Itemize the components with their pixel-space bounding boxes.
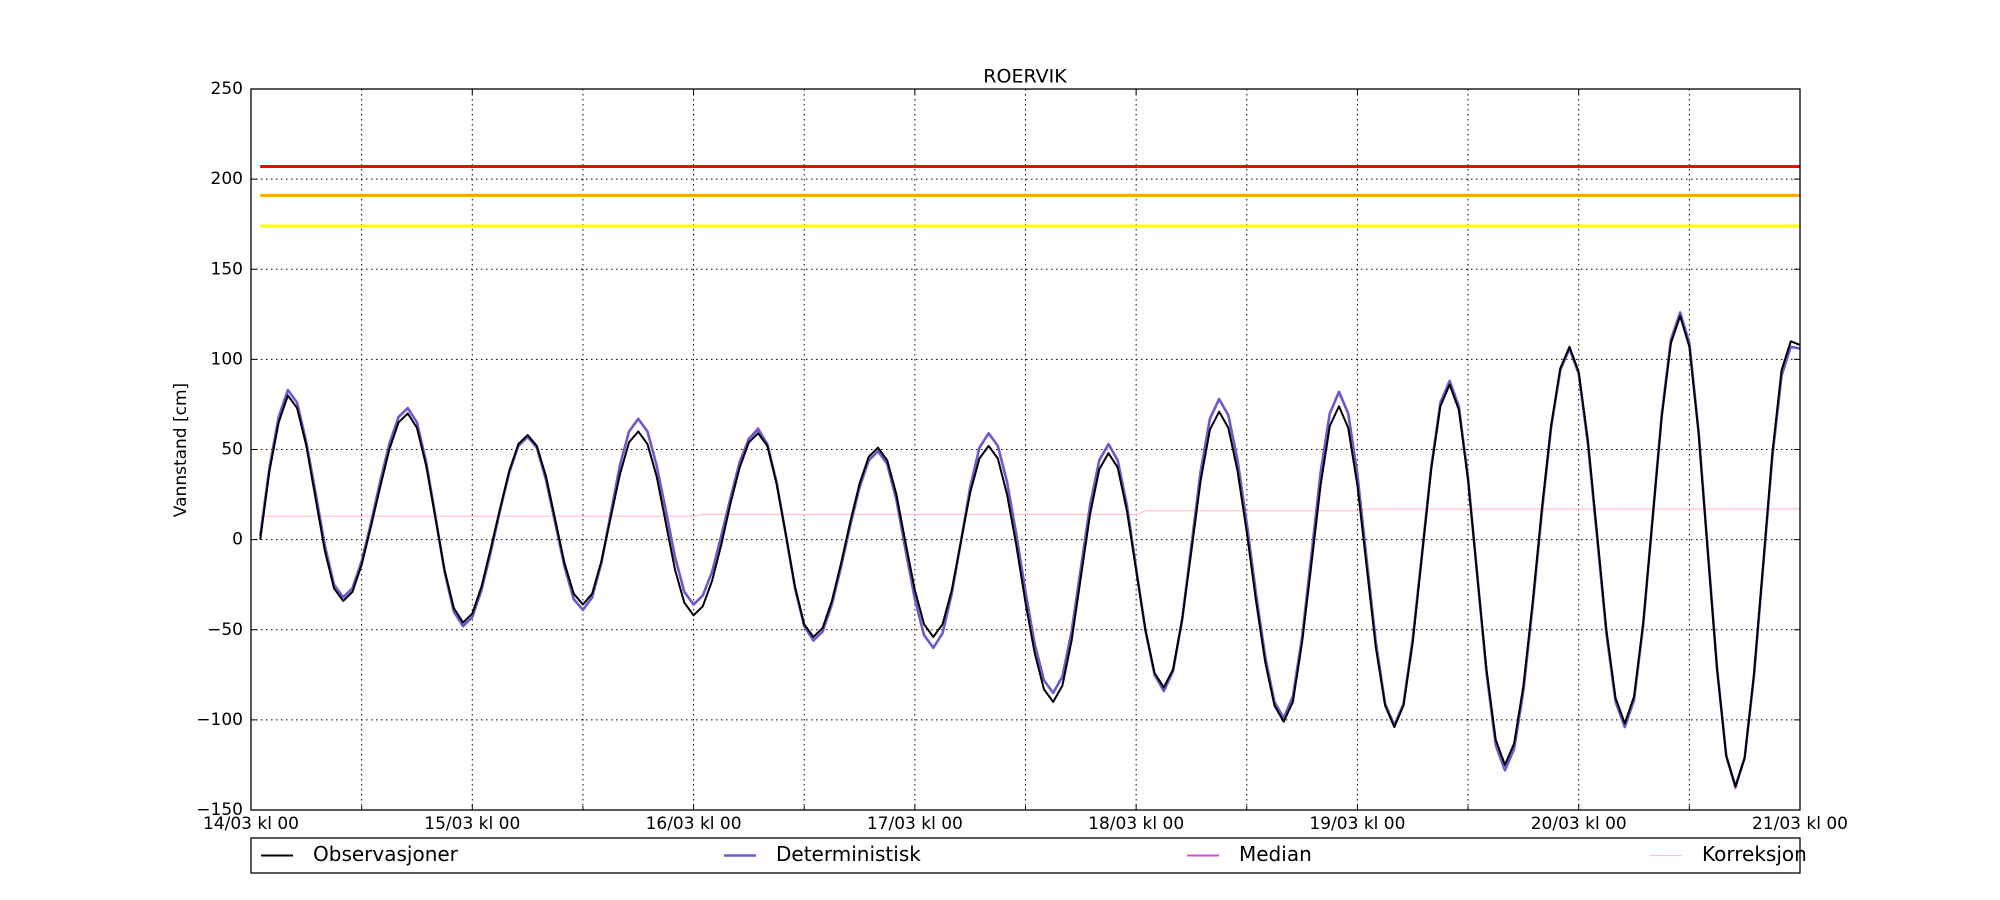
x-tick-label: 14/03 kl 00 — [203, 814, 299, 834]
x-tick-label: 21/03 kl 00 — [1752, 814, 1848, 834]
chart-title: ROERVIK — [983, 66, 1067, 88]
y-axis-label: Vannstand [cm] — [171, 383, 191, 517]
x-tick-label: 17/03 kl 00 — [867, 814, 963, 834]
legend-label: Median — [1239, 842, 1312, 866]
y-tick-label: 150 — [211, 259, 243, 279]
y-tick-label: −150 — [196, 800, 243, 820]
y-tick-label: −50 — [207, 620, 243, 640]
y-tick-label: 200 — [211, 169, 243, 189]
legend-label: Deterministisk — [776, 842, 921, 866]
plot-frame — [250, 88, 1801, 811]
x-tick-label: 19/03 kl 00 — [1309, 814, 1405, 834]
legend-label: Observasjoner — [313, 842, 459, 866]
y-tick-label: 0 — [232, 530, 243, 550]
legend-label: Korreksjon — [1702, 842, 1807, 866]
series-line — [259, 315, 1801, 788]
x-tick-label: 18/03 kl 00 — [1088, 814, 1184, 834]
y-tick-label: −100 — [196, 710, 243, 730]
y-tick-label: 100 — [211, 349, 243, 369]
x-tick-label: 15/03 kl 00 — [424, 814, 520, 834]
x-tick-label: 16/03 kl 00 — [646, 814, 742, 834]
y-tick-label: 250 — [211, 79, 243, 99]
legend-box — [250, 837, 1801, 874]
x-tick-label: 20/03 kl 00 — [1531, 814, 1627, 834]
series-line — [260, 508, 1800, 517]
y-tick-label: 50 — [221, 440, 243, 460]
